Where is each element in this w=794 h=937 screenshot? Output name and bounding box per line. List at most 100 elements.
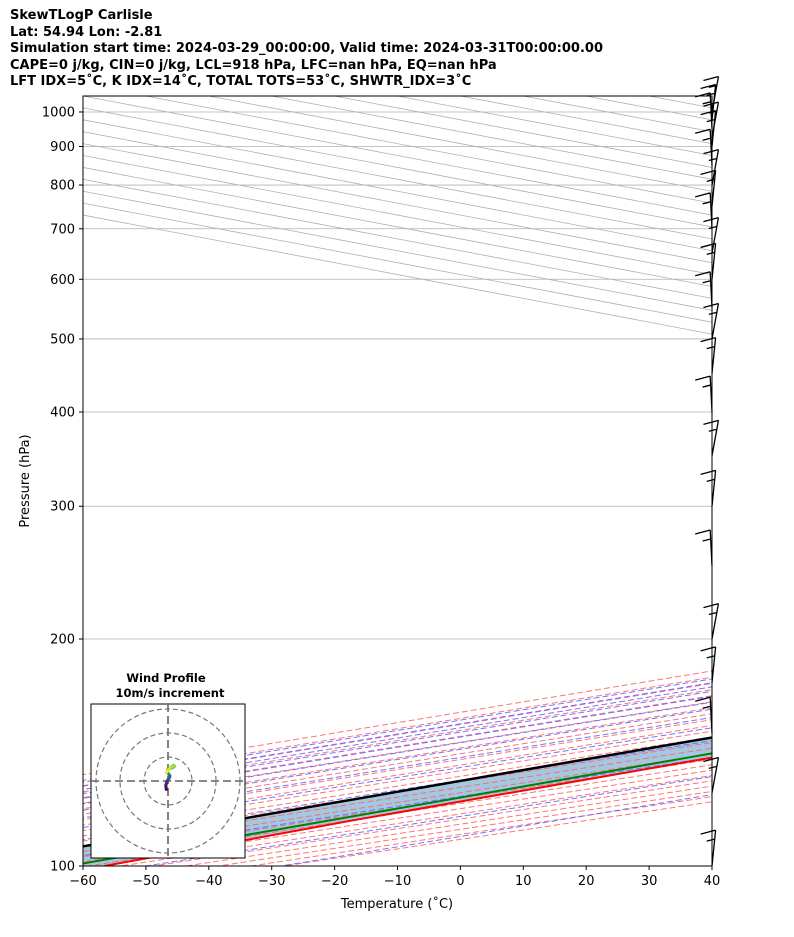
x-tick-label: 30 bbox=[641, 874, 658, 889]
wind-barb-flag bbox=[708, 428, 717, 432]
wind-barb-flag bbox=[706, 838, 715, 842]
isotherm-line bbox=[83, 107, 712, 228]
wind-barb-flag bbox=[703, 216, 719, 223]
wind-barb-flag bbox=[695, 92, 711, 98]
wind-barb-flag bbox=[702, 705, 711, 709]
hodograph bbox=[91, 704, 245, 858]
wind-barb-staff bbox=[711, 84, 717, 121]
isotherm-line bbox=[83, 143, 712, 264]
wind-barb-flag bbox=[702, 280, 711, 284]
x-tick-label: −30 bbox=[258, 874, 285, 889]
wind-barbs bbox=[695, 75, 720, 867]
wind-barb bbox=[695, 529, 713, 566]
hodograph-segment bbox=[164, 770, 169, 775]
wind-barb-flag bbox=[702, 538, 711, 542]
wind-barb-staff bbox=[709, 376, 713, 413]
wind-barb-flag bbox=[702, 101, 711, 105]
wind-barb-flag bbox=[708, 311, 717, 316]
wind-barb-flag bbox=[700, 169, 716, 175]
wind-barb bbox=[703, 756, 720, 794]
wind-barb-flag bbox=[700, 646, 716, 652]
isotherm-line bbox=[397, 96, 712, 156]
x-axis-label: Temperature (˚C) bbox=[340, 896, 453, 912]
wind-barb-flag bbox=[695, 696, 711, 702]
wind-barb-flag bbox=[708, 157, 717, 162]
wind-barb-staff bbox=[711, 110, 717, 147]
x-tick-label: −20 bbox=[321, 874, 348, 889]
wind-barb-flag bbox=[706, 178, 715, 182]
isotherm-line bbox=[83, 167, 712, 287]
x-tick-label: −10 bbox=[384, 874, 411, 889]
wind-barb-flag bbox=[706, 655, 715, 659]
wind-barb bbox=[703, 602, 720, 640]
x-tick-label: 20 bbox=[578, 874, 595, 889]
y-axis-label: Pressure (hPa) bbox=[18, 434, 33, 527]
wind-barb-flag bbox=[700, 829, 716, 835]
wind-barb-staff bbox=[711, 303, 720, 340]
isotherm-line bbox=[83, 178, 712, 299]
wind-barb-flag bbox=[703, 75, 719, 82]
wind-barb-flag bbox=[702, 201, 711, 205]
wind-barb-staff bbox=[709, 697, 713, 734]
dry-adiabat-line bbox=[83, 713, 712, 815]
isotherm-line bbox=[83, 119, 712, 240]
wind-barb bbox=[695, 192, 713, 229]
wind-barb-flag bbox=[708, 611, 717, 616]
wind-barb-flag bbox=[700, 110, 716, 116]
wind-barb-flag bbox=[700, 83, 716, 90]
chart-header: SkewTLogP Carlisle Lat: 54.94 Lon: -2.81… bbox=[10, 8, 603, 91]
dry-adiabat-line bbox=[83, 707, 712, 810]
y-tick-label: 900 bbox=[50, 140, 75, 155]
wind-barb-flag bbox=[706, 118, 715, 123]
x-tick-label: −50 bbox=[132, 874, 159, 889]
wind-barb bbox=[695, 375, 713, 413]
wind-barb-flag bbox=[700, 469, 716, 476]
y-tick-label: 700 bbox=[50, 222, 75, 237]
wind-barb-flag bbox=[703, 756, 719, 763]
wind-barb bbox=[695, 92, 713, 129]
y-tick-label: 200 bbox=[50, 633, 75, 648]
wind-barb-flag bbox=[700, 337, 716, 343]
dry-adiabat-line bbox=[83, 682, 712, 787]
wind-barb-staff bbox=[711, 757, 720, 794]
moist-adiabat-line bbox=[281, 794, 712, 866]
x-tick-label: 40 bbox=[704, 874, 721, 889]
isotherm-line bbox=[775, 96, 794, 866]
inset-title: Wind Profile bbox=[126, 671, 206, 685]
isotherm-line bbox=[83, 131, 712, 252]
dry-adiabat-line bbox=[83, 689, 712, 793]
wind-barb-flag bbox=[708, 765, 717, 769]
x-tick-label: −60 bbox=[69, 874, 96, 889]
wind-barb bbox=[700, 242, 717, 280]
wind-barb bbox=[695, 271, 713, 308]
wind-barb-flag bbox=[703, 602, 719, 609]
wind-barb-staff bbox=[709, 271, 713, 308]
wind-barb-flag bbox=[703, 149, 719, 155]
wind-barb bbox=[700, 169, 717, 207]
wind-barb-flag bbox=[695, 375, 711, 381]
wind-barb bbox=[695, 696, 713, 734]
wind-barb bbox=[700, 829, 717, 867]
wind-barb-flag bbox=[695, 529, 711, 535]
wind-barb bbox=[700, 469, 717, 507]
isotherm-line bbox=[83, 214, 712, 335]
x-tick-label: 10 bbox=[515, 874, 532, 889]
x-tick-label: 0 bbox=[456, 874, 464, 889]
wind-barb bbox=[700, 110, 717, 147]
wind-barb-flag bbox=[706, 251, 715, 256]
dry-adiabat-line bbox=[283, 801, 712, 866]
wind-barb-staff bbox=[711, 243, 717, 280]
y-tick-label: 100 bbox=[50, 860, 75, 875]
wind-barb-staff bbox=[711, 217, 720, 254]
dry-adiabat-line bbox=[83, 695, 712, 799]
wind-barb bbox=[700, 646, 717, 683]
wind-barb-flag bbox=[702, 137, 711, 141]
wind-barb-flag bbox=[703, 419, 719, 425]
wind-barb bbox=[700, 337, 717, 374]
wind-barb-staff bbox=[711, 470, 717, 507]
wind-barb bbox=[703, 419, 720, 456]
wind-barb bbox=[703, 216, 720, 254]
wind-barb-staff bbox=[711, 170, 717, 207]
